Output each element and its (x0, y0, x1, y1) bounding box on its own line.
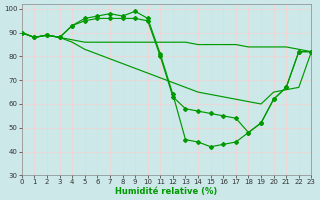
X-axis label: Humidité relative (%): Humidité relative (%) (116, 187, 218, 196)
